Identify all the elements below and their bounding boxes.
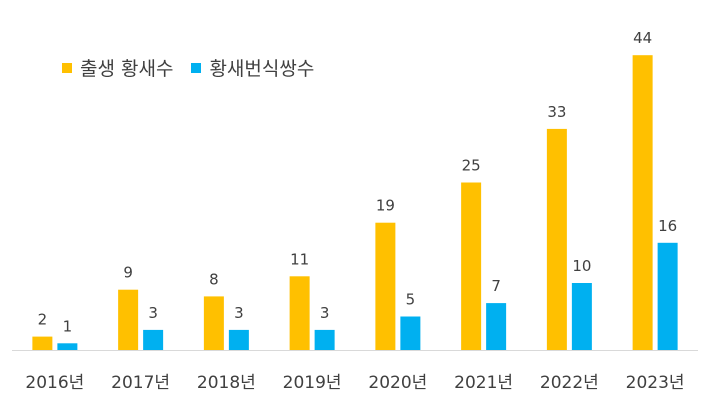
- bar-s0-1: [118, 289, 139, 350]
- x-tick-labels-group: 2016년 2017년 2018년 2019년 2020년 2021년 2022년 2023년: [25, 373, 684, 393]
- x-tick-label-7: 2023년: [626, 373, 685, 393]
- x-tick-label-1: 2017년: [111, 373, 170, 393]
- bar-s1-0: [57, 343, 78, 350]
- legend-item-births: 출생 황새수: [62, 54, 173, 81]
- legend-label-pairs: 황새번식쌍수: [209, 58, 315, 80]
- bars-group: [32, 55, 678, 350]
- value-label-s0-0: 2: [38, 311, 48, 329]
- x-tick-label-5: 2021년: [454, 373, 513, 393]
- legend: 출생 황새수 황새번식쌍수: [62, 54, 332, 81]
- bar-s1-2: [228, 329, 249, 350]
- x-tick-label-3: 2019년: [283, 373, 342, 393]
- value-label-s1-6: 10: [572, 257, 591, 275]
- x-tick-label-2: 2018년: [197, 373, 256, 393]
- legend-label-births: 출생 황새수: [80, 58, 174, 80]
- x-tick-label-6: 2022년: [540, 373, 599, 393]
- bar-s1-5: [486, 303, 507, 350]
- bar-s0-5: [461, 182, 482, 350]
- bar-s1-6: [571, 283, 592, 350]
- legend-swatch-pairs: [191, 62, 202, 73]
- x-tick-label-0: 2016년: [25, 373, 84, 393]
- value-label-s0-7: 44: [633, 29, 652, 47]
- value-label-s1-5: 7: [491, 277, 501, 295]
- bar-s0-2: [203, 296, 224, 350]
- bar-s0-3: [289, 276, 310, 350]
- value-label-s0-5: 25: [462, 157, 481, 175]
- x-tick-label-4: 2020년: [368, 373, 427, 393]
- value-label-s1-4: 5: [406, 291, 416, 309]
- value-label-s1-0: 1: [63, 317, 73, 335]
- bar-s1-1: [143, 329, 164, 350]
- value-label-s1-3: 3: [320, 304, 330, 322]
- bar-s1-3: [314, 329, 335, 350]
- legend-swatch-births: [62, 62, 72, 73]
- bar-s0-0: [32, 336, 53, 350]
- value-label-s0-1: 9: [123, 264, 133, 282]
- value-label-s1-7: 16: [658, 217, 677, 235]
- bar-s0-7: [632, 55, 653, 350]
- value-label-s0-3: 11: [290, 250, 309, 268]
- bar-s0-6: [546, 128, 567, 350]
- bar-s1-4: [400, 316, 421, 350]
- legend-item-pairs: 황새번식쌍수: [191, 54, 314, 81]
- value-label-s1-2: 3: [234, 304, 244, 322]
- value-label-s0-2: 8: [209, 270, 219, 288]
- bar-s1-7: [657, 242, 678, 350]
- bar-s0-4: [375, 222, 396, 350]
- value-label-s1-1: 3: [148, 304, 158, 322]
- value-label-s0-6: 33: [547, 103, 566, 121]
- value-label-s0-4: 19: [376, 197, 395, 215]
